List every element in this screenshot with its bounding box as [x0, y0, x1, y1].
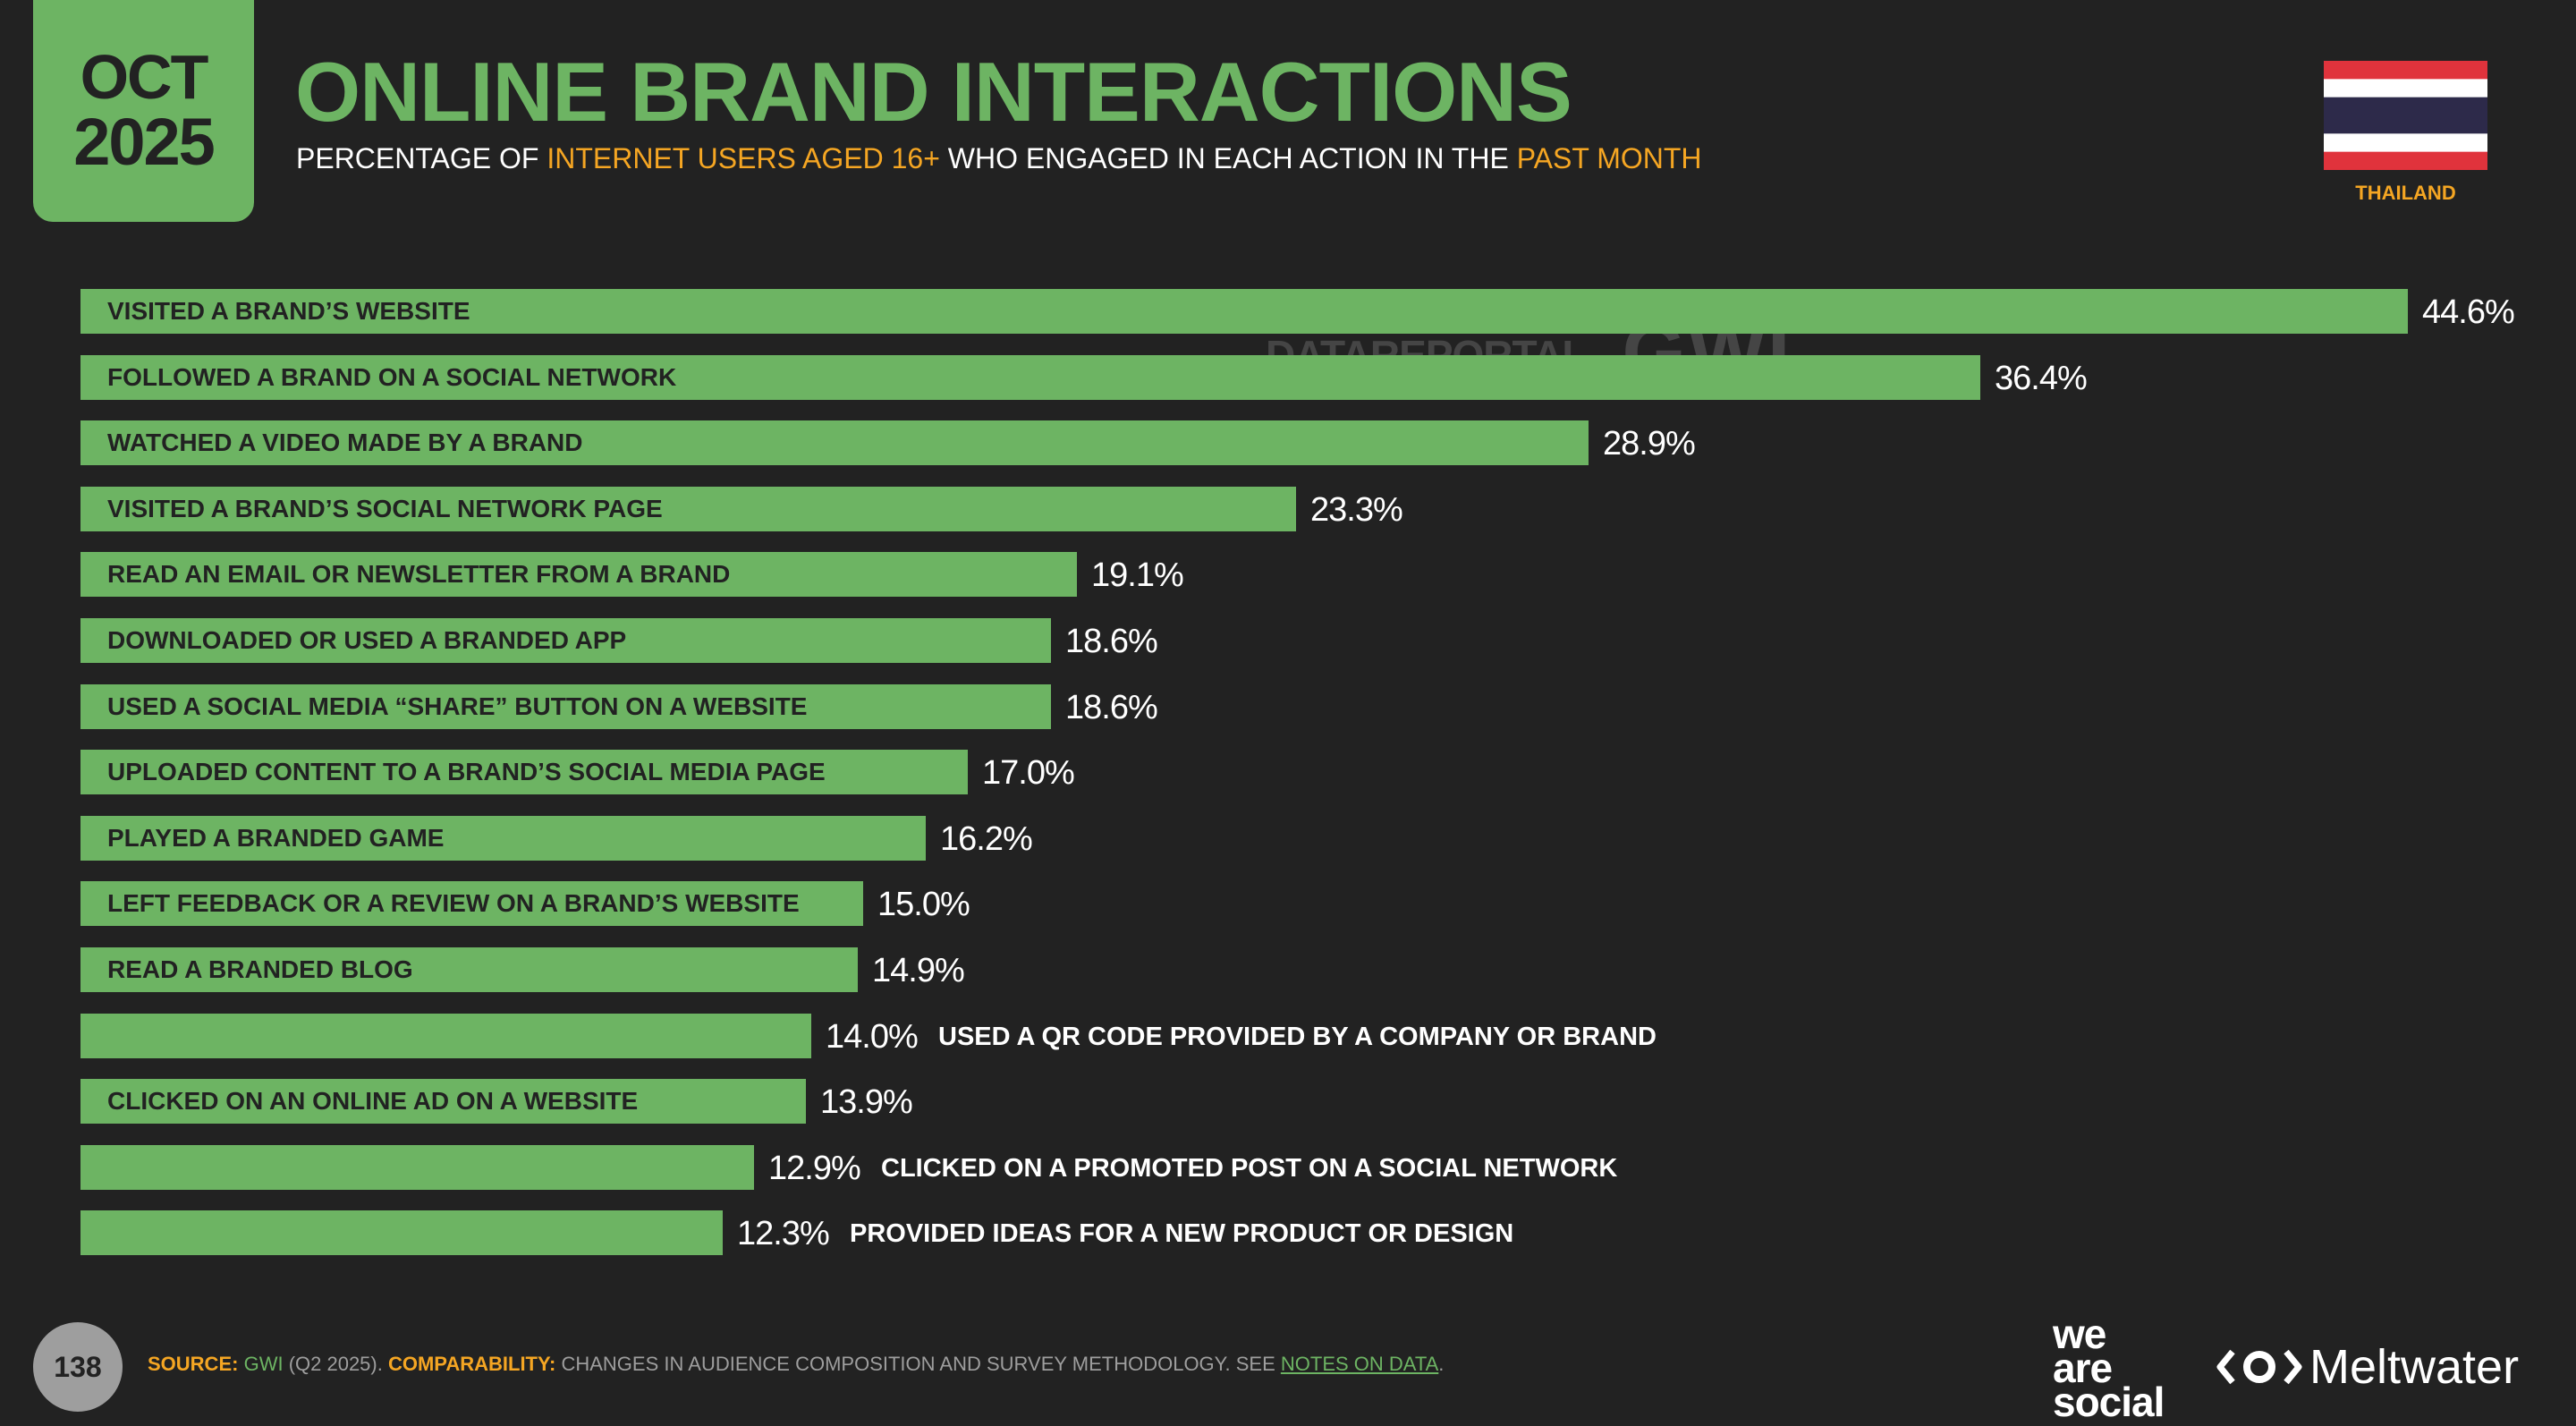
bar-value-label: 23.3% — [1310, 491, 1403, 529]
bar-category-label: READ A BRANDED BLOG — [107, 955, 413, 983]
bar-value-label: 15.0% — [877, 886, 970, 923]
bar-category-label: DOWNLOADED OR USED A BRANDED APP — [107, 626, 627, 654]
bar-category-label: LEFT FEEDBACK OR A REVIEW ON A BRAND’S W… — [107, 889, 800, 917]
thailand-flag-icon — [2324, 61, 2487, 170]
bar-category-label: USED A QR CODE PROVIDED BY A COMPANY OR … — [938, 1023, 1657, 1051]
bar-value-label: 28.9% — [1603, 425, 1696, 463]
bar — [80, 487, 1296, 531]
footer-source: SOURCE: GWI (Q2 2025). COMPARABILITY: CH… — [148, 1351, 1444, 1378]
bar-category-label: WATCHED A VIDEO MADE BY A BRAND — [107, 429, 583, 456]
comparability-label: COMPARABILITY: — [387, 1353, 556, 1375]
date-month: OCT — [80, 42, 209, 112]
was-line-1: we — [2053, 1311, 2106, 1357]
was-line-3: social — [2053, 1379, 2165, 1425]
bar-value-label: 16.2% — [940, 820, 1033, 858]
bar-value-label: 44.6% — [2422, 293, 2515, 331]
bar-category-label: USED A SOCIAL MEDIA “SHARE” BUTTON ON A … — [107, 692, 808, 720]
bar — [80, 947, 858, 992]
bar — [80, 1210, 723, 1255]
footer-period: . — [1438, 1353, 1445, 1375]
bar-value-label: 36.4% — [1995, 360, 2088, 397]
source-label: SOURCE: — [148, 1353, 239, 1375]
source-detail: (Q2 2025). — [283, 1353, 388, 1375]
subtitle-part-1: PERCENTAGE OF — [296, 142, 547, 174]
bar-category-label: VISITED A BRAND’S SOCIAL NETWORK PAGE — [107, 495, 663, 522]
bar — [80, 289, 2408, 334]
page-number: 138 — [33, 1322, 123, 1412]
bar-value-label: 14.9% — [872, 952, 965, 989]
bar-value-label: 12.3% — [737, 1215, 830, 1252]
bar — [80, 881, 863, 926]
bar — [80, 420, 1589, 465]
notes-on-data-link[interactable]: NOTES ON DATA — [1280, 1353, 1439, 1375]
bar-value-label: 19.1% — [1091, 556, 1184, 594]
meltwater-logo: Meltwater — [2216, 1340, 2519, 1394]
bar-category-label: CLICKED ON A PROMOTED POST ON A SOCIAL N… — [881, 1154, 1618, 1183]
date-year: 2025 — [73, 105, 216, 179]
bar — [80, 1079, 806, 1124]
bar — [80, 1014, 811, 1058]
bar-category-label: READ AN EMAIL OR NEWSLETTER FROM A BRAND — [107, 560, 731, 588]
bar-value-label: 18.6% — [1065, 689, 1158, 726]
bar — [80, 750, 968, 794]
bar — [80, 618, 1051, 663]
bar-value-label: 18.6% — [1065, 623, 1158, 660]
subtitle-highlight-audience: INTERNET USERS AGED 16+ — [547, 142, 940, 174]
was-line-2: are — [2053, 1345, 2113, 1391]
bar-category-label: VISITED A BRAND’S WEBSITE — [107, 297, 470, 325]
bar-chart: 44.6% VISITED A BRAND’S WEBSITE 36.4% FOLLO… — [0, 268, 2576, 1288]
page-subtitle: PERCENTAGE OF INTERNET USERS AGED 16+ WH… — [296, 140, 1702, 177]
bar-category-label: FOLLOWED A BRAND ON A SOCIAL NETWORK — [107, 363, 677, 391]
bar-value-label: 14.0% — [826, 1018, 919, 1056]
bar-category-label: CLICKED ON AN ONLINE AD ON A WEBSITE — [107, 1087, 639, 1115]
bar-category-label: PLAYED A BRANDED GAME — [107, 824, 445, 852]
bar-category-label: PROVIDED IDEAS FOR A NEW PRODUCT OR DESI… — [850, 1219, 1514, 1248]
we-are-social-logo: we are social — [2053, 1311, 2165, 1425]
bar — [80, 552, 1077, 597]
meltwater-wordmark: Meltwater — [2309, 1340, 2520, 1394]
page-title: ONLINE BRAND INTERACTIONS — [295, 45, 1572, 139]
bar — [80, 355, 1980, 400]
meltwater-mark-icon — [2216, 1349, 2302, 1385]
date-badge: OCT 2025 — [33, 0, 254, 222]
bar-category-label: UPLOADED CONTENT TO A BRAND’S SOCIAL MED… — [107, 758, 826, 785]
bar-value-label: 12.9% — [768, 1150, 861, 1187]
comparability-text: CHANGES IN AUDIENCE COMPOSITION AND SURV… — [555, 1353, 1281, 1375]
source-name: GWI — [243, 1353, 284, 1375]
bar-value-label: 17.0% — [982, 754, 1075, 792]
bar — [80, 816, 926, 861]
bar-value-label: 13.9% — [820, 1083, 913, 1121]
country-label: THAILAND — [2355, 182, 2456, 204]
subtitle-highlight-period: PAST MONTH — [1516, 142, 1702, 174]
bar — [80, 684, 1051, 729]
bar — [80, 1145, 754, 1190]
subtitle-part-3: WHO ENGAGED IN EACH ACTION IN THE — [939, 142, 1517, 174]
